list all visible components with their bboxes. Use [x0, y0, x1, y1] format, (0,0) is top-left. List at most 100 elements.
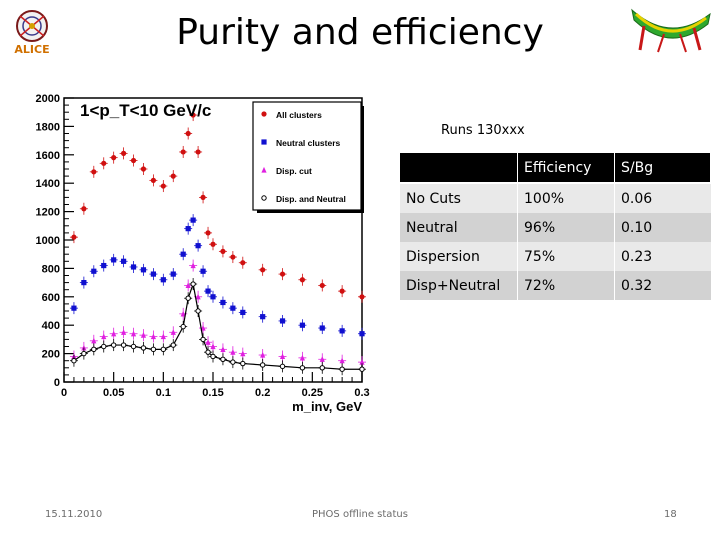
data-point [101, 262, 107, 269]
header-sbg: S/Bg [614, 152, 711, 184]
data-point [150, 346, 157, 353]
data-point [240, 350, 246, 357]
row-efficiency: 75% [517, 242, 615, 271]
data-point [170, 329, 176, 335]
data-point [220, 356, 226, 362]
data-point [71, 358, 77, 364]
x-axis-label: m_inv, GeV [292, 399, 362, 414]
y-tick-label: 200 [42, 349, 60, 361]
x-tick-label: 0.3 [354, 387, 369, 399]
data-point [190, 281, 196, 287]
data-point [259, 362, 266, 368]
data-point [91, 268, 97, 274]
data-point [110, 342, 117, 348]
data-point [111, 155, 117, 161]
data-point [279, 271, 286, 277]
y-tick-label: 2000 [36, 93, 60, 105]
data-point [130, 330, 137, 337]
data-point [230, 305, 236, 311]
table-row: No Cuts 100% 0.06 [399, 182, 711, 213]
row-sbg: 0.32 [614, 271, 711, 300]
data-point [170, 342, 176, 348]
data-point [185, 282, 191, 289]
data-point [359, 366, 365, 372]
data-point [299, 322, 305, 328]
purity-efficiency-table: Efficiency S/Bg No Cuts 100% 0.06 Neutra… [399, 152, 711, 300]
x-tick-label: 0.1 [156, 387, 171, 399]
data-point [240, 309, 246, 316]
table-row: Neutral 96% 0.10 [399, 213, 711, 242]
x-tick-label: 0.25 [302, 387, 323, 399]
data-point [230, 254, 236, 260]
row-label: Disp+Neutral [399, 271, 518, 300]
row-sbg: 0.06 [614, 182, 711, 213]
data-point [150, 271, 156, 277]
data-point [81, 280, 87, 286]
footer-page-number: 18 [664, 509, 677, 520]
data-point [210, 353, 216, 360]
data-point [121, 329, 127, 335]
data-point [130, 157, 137, 164]
data-point [91, 337, 97, 344]
data-point [260, 314, 266, 320]
data-point [121, 258, 127, 264]
data-point [190, 217, 196, 223]
data-point [170, 271, 176, 277]
data-point [205, 230, 211, 236]
alice-logo: ALICE [6, 8, 58, 56]
y-tick-label: 1000 [36, 235, 60, 247]
data-point [260, 351, 266, 358]
y-tick-label: 400 [42, 320, 60, 332]
series-all-clusters [69, 109, 366, 303]
data-point [210, 294, 216, 300]
data-point [111, 257, 117, 263]
data-point [81, 350, 87, 357]
row-sbg: 0.10 [614, 213, 711, 242]
data-point [185, 226, 191, 232]
data-point [359, 294, 365, 300]
data-point [195, 149, 201, 155]
data-point [140, 345, 147, 351]
header-empty [399, 152, 518, 184]
data-point [279, 363, 286, 370]
chart-svg: 0 200 400 600 800 1000 1200 1400 1600 1800 2000 0 0.… [0, 88, 372, 418]
data-point [140, 267, 147, 273]
data-point [130, 264, 137, 270]
data-point [185, 130, 191, 137]
data-point [170, 173, 176, 179]
data-point [319, 356, 325, 362]
y-tick-label: 1200 [36, 207, 60, 219]
data-point [140, 166, 147, 172]
data-point [359, 331, 365, 337]
data-point [279, 318, 286, 324]
data-point [205, 339, 211, 345]
data-point [160, 183, 166, 189]
data-point [230, 359, 236, 365]
data-point [339, 288, 345, 294]
row-efficiency: 96% [517, 213, 615, 242]
x-tick-label: 0.15 [202, 387, 223, 399]
data-point [195, 243, 201, 249]
data-point [180, 149, 186, 155]
data-point [160, 277, 166, 283]
data-point [339, 357, 345, 364]
data-point [205, 349, 211, 355]
footer-center: PHOS offline status [312, 509, 408, 520]
y-tick-label: 1400 [36, 178, 60, 190]
data-point [339, 328, 345, 334]
data-point [220, 248, 226, 254]
row-efficiency: 100% [517, 182, 615, 213]
y-tick-label: 800 [42, 263, 60, 275]
data-point [210, 343, 216, 350]
legend-label: Neutral clusters [276, 138, 341, 148]
data-point [210, 241, 216, 247]
row-sbg: 0.23 [614, 242, 711, 271]
data-point [299, 365, 306, 371]
legend-marker [261, 166, 267, 173]
table-header-row: Efficiency S/Bg [399, 152, 711, 184]
data-point [260, 267, 266, 273]
data-point [195, 308, 201, 314]
data-point [111, 330, 117, 337]
data-point [120, 342, 127, 348]
data-point [101, 343, 107, 350]
